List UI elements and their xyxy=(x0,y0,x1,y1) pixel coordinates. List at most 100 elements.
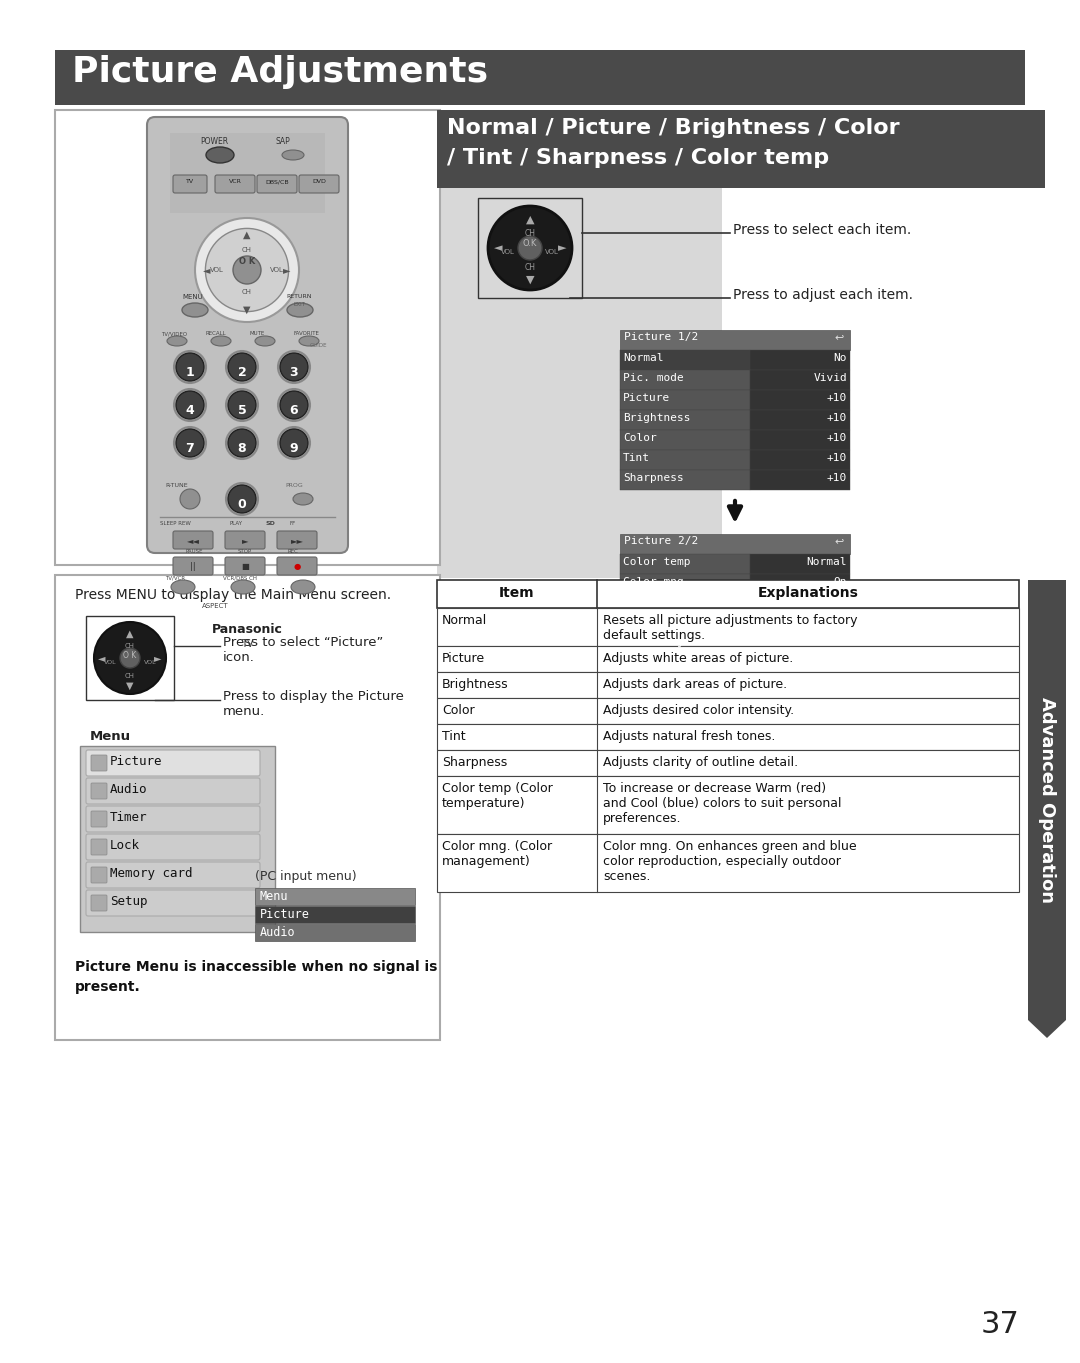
FancyBboxPatch shape xyxy=(147,117,348,553)
Ellipse shape xyxy=(183,303,208,318)
Text: Adv. adjust: Adv. adjust xyxy=(623,657,698,667)
Circle shape xyxy=(228,353,256,382)
Text: REC: REC xyxy=(288,549,299,553)
Text: Picture 1/2: Picture 1/2 xyxy=(624,333,699,342)
Text: VOL: VOL xyxy=(270,267,284,273)
Text: VOL: VOL xyxy=(211,267,224,273)
Text: (PC input menu): (PC input menu) xyxy=(255,870,356,883)
Text: MENU: MENU xyxy=(183,294,203,300)
Text: RECALL: RECALL xyxy=(205,331,226,337)
Text: Menu: Menu xyxy=(90,731,131,743)
Ellipse shape xyxy=(488,206,572,290)
Text: Setup: Setup xyxy=(110,895,148,908)
Text: Adjusts white areas of picture.: Adjusts white areas of picture. xyxy=(603,652,793,665)
Circle shape xyxy=(233,256,261,284)
Text: Adjusts desired color intensity.: Adjusts desired color intensity. xyxy=(603,705,794,717)
Text: TV: TV xyxy=(241,639,253,649)
Bar xyxy=(437,750,1020,776)
FancyBboxPatch shape xyxy=(91,895,107,910)
Text: To increase or decrease Warm (red)
and Cool (blue) colors to suit personal
prefe: To increase or decrease Warm (red) and C… xyxy=(603,782,841,825)
Bar xyxy=(86,616,174,701)
Bar xyxy=(620,534,850,553)
Circle shape xyxy=(120,647,140,668)
Text: Resets all picture adjustments to factory
default settings.: Resets all picture adjustments to factor… xyxy=(603,613,858,642)
Bar xyxy=(750,410,850,429)
Bar xyxy=(750,350,850,369)
FancyBboxPatch shape xyxy=(91,840,107,855)
Text: +10: +10 xyxy=(827,473,847,483)
Bar xyxy=(437,776,1020,834)
Bar xyxy=(620,654,850,673)
Text: ◄: ◄ xyxy=(98,653,106,662)
Bar xyxy=(750,390,850,410)
Text: Color temp (Color
temperature): Color temp (Color temperature) xyxy=(442,782,553,810)
Text: VOL: VOL xyxy=(545,249,559,255)
Text: Picture Menu is inaccessible when no signal is: Picture Menu is inaccessible when no sig… xyxy=(75,960,437,975)
Ellipse shape xyxy=(206,147,234,164)
Text: Advanced Operation: Advanced Operation xyxy=(1038,696,1056,904)
Text: Audio: Audio xyxy=(110,782,148,796)
Ellipse shape xyxy=(287,303,313,318)
Circle shape xyxy=(228,429,256,457)
Text: VCR/DBS CH: VCR/DBS CH xyxy=(222,575,257,581)
Text: TV: TV xyxy=(186,179,194,184)
Bar xyxy=(750,450,850,470)
Text: 4: 4 xyxy=(186,405,194,417)
FancyBboxPatch shape xyxy=(173,557,213,575)
Text: On: On xyxy=(834,577,847,587)
Text: ▲: ▲ xyxy=(526,215,535,225)
Ellipse shape xyxy=(211,337,231,346)
Text: / Tint / Sharpness / Color temp: / Tint / Sharpness / Color temp xyxy=(447,149,829,168)
Ellipse shape xyxy=(205,229,288,312)
Text: Brightness: Brightness xyxy=(442,677,509,691)
Text: ▼: ▼ xyxy=(526,275,535,285)
Text: RETURN: RETURN xyxy=(286,294,311,298)
Text: +10: +10 xyxy=(827,453,847,463)
Text: ◄◄: ◄◄ xyxy=(187,536,200,545)
Ellipse shape xyxy=(293,493,313,506)
Text: FAVORITE: FAVORITE xyxy=(293,331,319,337)
Text: 1: 1 xyxy=(186,367,194,379)
Text: Brightness: Brightness xyxy=(623,413,690,423)
Text: VOL: VOL xyxy=(501,249,515,255)
Text: Tint: Tint xyxy=(623,453,650,463)
Text: +10: +10 xyxy=(827,393,847,403)
Text: Adjusts natural fresh tones.: Adjusts natural fresh tones. xyxy=(603,731,775,743)
Bar xyxy=(750,429,850,450)
Bar xyxy=(55,50,1025,105)
FancyBboxPatch shape xyxy=(91,867,107,883)
Text: +10: +10 xyxy=(827,433,847,443)
Text: ◄: ◄ xyxy=(494,243,502,254)
FancyBboxPatch shape xyxy=(86,750,260,776)
Text: 2: 2 xyxy=(238,367,246,379)
Text: Color mng. On enhances green and blue
color reproduction, especially outdoor
sce: Color mng. On enhances green and blue co… xyxy=(603,840,856,883)
Text: Tint: Tint xyxy=(442,731,465,743)
Text: Audio: Audio xyxy=(260,925,296,939)
Text: ||: || xyxy=(190,562,195,571)
Text: Press to adjust each item.: Press to adjust each item. xyxy=(733,288,913,303)
FancyBboxPatch shape xyxy=(173,174,207,194)
Bar xyxy=(437,581,1020,608)
FancyBboxPatch shape xyxy=(257,174,297,194)
Text: 6: 6 xyxy=(289,405,298,417)
Text: Sharpness: Sharpness xyxy=(623,473,684,483)
Bar xyxy=(620,613,850,634)
Text: Menu: Menu xyxy=(260,890,288,904)
Text: CH: CH xyxy=(525,229,536,239)
Text: CH: CH xyxy=(125,673,135,679)
Text: Color temp: Color temp xyxy=(623,557,690,567)
Text: Normal: Normal xyxy=(807,557,847,567)
Bar xyxy=(437,608,1020,646)
Text: DVD: DVD xyxy=(312,179,326,184)
Text: ◄: ◄ xyxy=(203,264,211,275)
Bar xyxy=(750,369,850,390)
Text: Other adjust: Other adjust xyxy=(623,637,704,647)
Bar xyxy=(620,390,750,410)
Text: EXIT: EXIT xyxy=(294,303,306,307)
Text: PLAY: PLAY xyxy=(230,521,243,526)
Circle shape xyxy=(280,429,308,457)
FancyBboxPatch shape xyxy=(91,755,107,771)
FancyBboxPatch shape xyxy=(86,806,260,831)
Text: CH: CH xyxy=(525,263,536,273)
Text: VCR: VCR xyxy=(229,179,242,184)
